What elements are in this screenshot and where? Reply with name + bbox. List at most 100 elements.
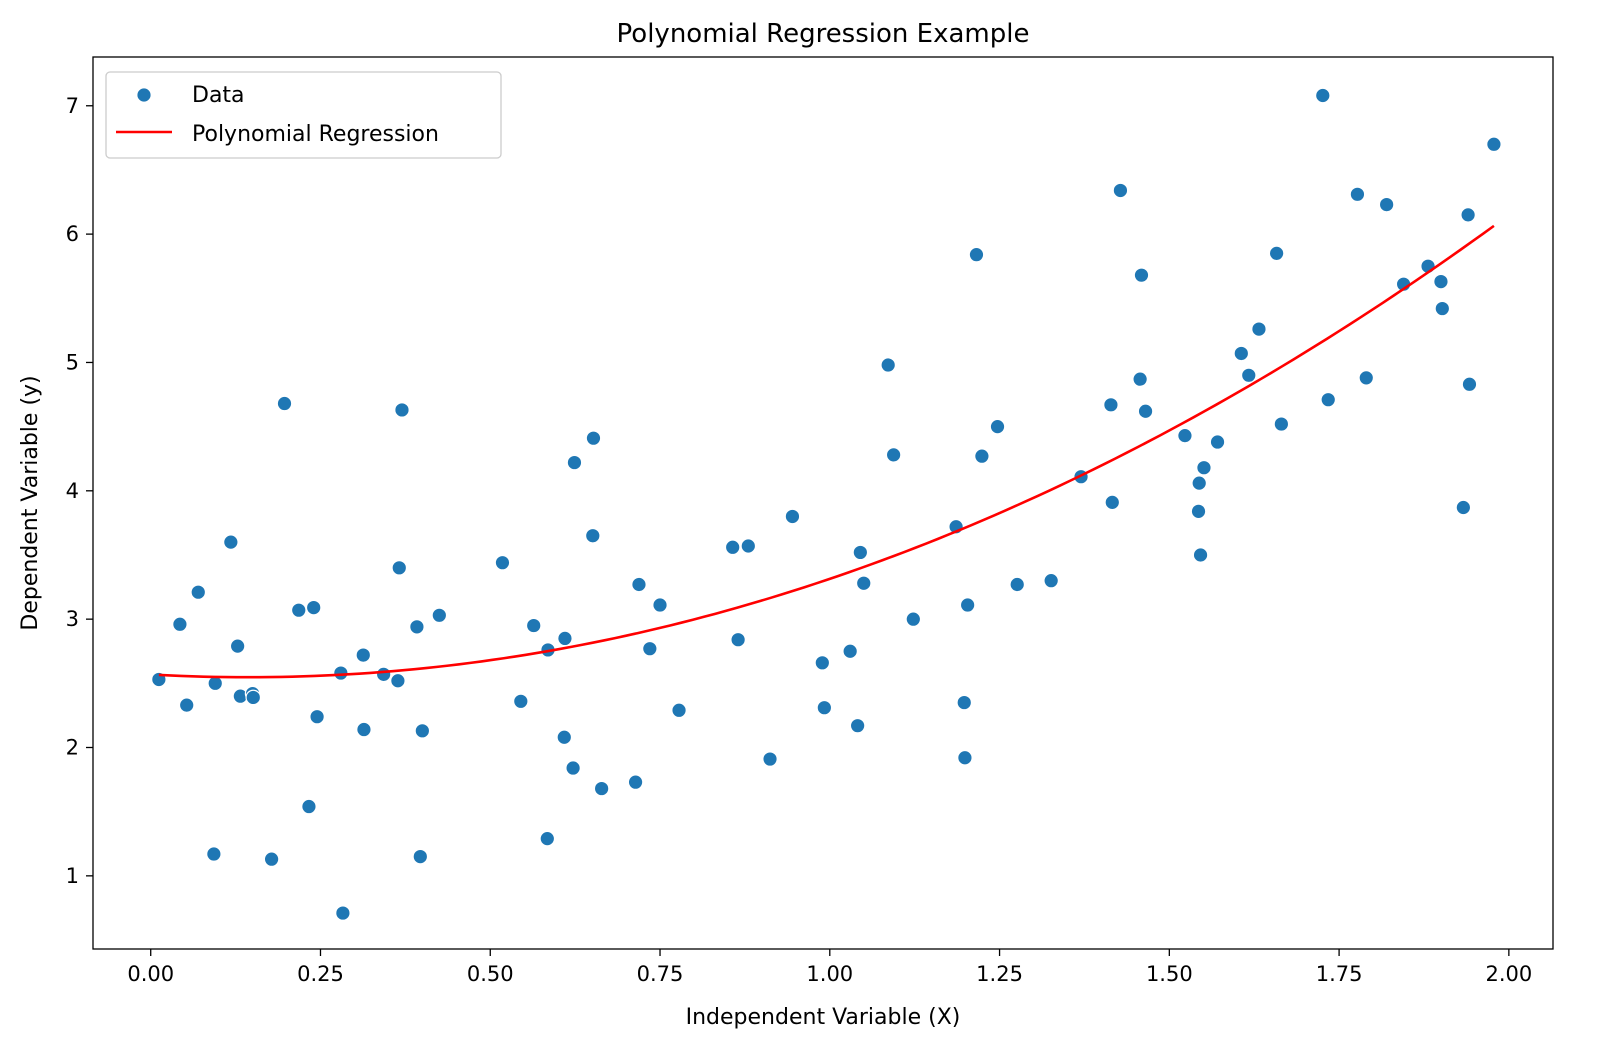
data-point: [1192, 547, 1209, 563]
data-point: [989, 418, 1006, 435]
y-tick-label: 6: [66, 222, 79, 246]
data-point: [1240, 367, 1257, 384]
data-point: [1137, 403, 1154, 420]
data-point: [1112, 182, 1129, 199]
data-point: [305, 599, 322, 616]
data-point: [1177, 427, 1193, 444]
data-point: [1190, 503, 1207, 520]
data-point: [1196, 459, 1212, 476]
data-point: [1268, 245, 1285, 262]
data-point: [276, 395, 293, 412]
data-point: [631, 576, 647, 593]
data-point: [1460, 207, 1476, 223]
data-point: [355, 647, 372, 663]
data-point: [391, 560, 408, 576]
data-point: [333, 665, 349, 681]
data-point: [178, 697, 195, 713]
data-point: [885, 447, 902, 463]
data-point: [1043, 572, 1059, 589]
data-point: [263, 851, 280, 867]
data-point: [1233, 345, 1250, 362]
legend-marker-data: [136, 87, 152, 103]
data-point: [513, 693, 529, 710]
y-tick-label: 3: [66, 607, 79, 631]
data-point: [557, 630, 573, 647]
data-point: [968, 246, 985, 263]
x-tick-label: 1.25: [976, 962, 1023, 986]
data-point: [390, 672, 406, 689]
data-point: [556, 729, 573, 746]
data-point: [1486, 136, 1502, 153]
axes-frame: [92, 56, 1554, 950]
data-point: [335, 905, 351, 921]
data-point: [814, 654, 831, 671]
legend: Data Polynomial Regression: [105, 71, 502, 159]
data-point: [849, 717, 866, 734]
data-point: [816, 699, 833, 716]
data-point: [412, 848, 429, 865]
legend-label-regression: Polynomial Regression: [192, 122, 439, 147]
data-point: [1133, 267, 1150, 283]
legend-box: [105, 71, 502, 159]
x-tick-label: 0.00: [127, 962, 174, 986]
data-point: [1455, 499, 1472, 516]
y-axis-title: Dependent Variable (y): [18, 375, 43, 630]
data-point: [206, 846, 222, 862]
data-point: [1104, 494, 1121, 511]
data-point: [309, 708, 325, 725]
data-point: [494, 554, 511, 571]
data-point: [842, 643, 858, 660]
x-tick-label: 1.00: [806, 962, 853, 986]
data-point: [1132, 371, 1148, 387]
y-tick-label: 1: [66, 864, 79, 888]
data-point: [1209, 434, 1226, 450]
data-point: [855, 575, 872, 592]
data-point: [1191, 475, 1208, 491]
data-point: [585, 430, 602, 446]
chart-title: Polynomial Regression Example: [617, 19, 1030, 49]
data-point: [223, 534, 239, 550]
data-point: [1009, 576, 1026, 593]
data-point: [671, 702, 687, 719]
data-point: [525, 617, 542, 634]
y-axis: 1 2 3 4 5 6 7: [66, 94, 93, 888]
data-point: [1433, 273, 1449, 290]
data-point: [539, 830, 556, 847]
data-point: [956, 694, 973, 711]
data-point: [190, 584, 207, 600]
data-point: [301, 798, 317, 815]
data-point: [652, 597, 668, 613]
data-point: [431, 607, 448, 624]
y-tick-label: 7: [66, 94, 79, 118]
plot-area: [151, 87, 1502, 921]
data-point: [1461, 376, 1478, 393]
data-point: [245, 689, 262, 706]
data-point: [290, 602, 307, 618]
data-point: [566, 454, 583, 471]
y-tick-label: 5: [66, 350, 79, 374]
data-point: [740, 538, 757, 554]
y-tick-label: 4: [66, 479, 79, 503]
data-point: [1251, 321, 1267, 337]
x-tick-label: 1.50: [1146, 962, 1193, 986]
data-point: [584, 527, 601, 544]
data-point: [394, 402, 410, 418]
data-point: [905, 611, 922, 627]
data-point: [627, 774, 644, 790]
data-point: [642, 640, 658, 657]
data-point: [1273, 416, 1290, 432]
data-point: [375, 666, 392, 683]
data-point: [784, 508, 801, 525]
x-tick-label: 0.50: [467, 962, 514, 986]
y-tick-label: 2: [66, 735, 79, 759]
data-point: [593, 780, 610, 797]
x-tick-label: 2.00: [1485, 962, 1532, 986]
x-tick-label: 0.25: [297, 962, 344, 986]
x-axis: 0.00 0.25 0.50 0.75 1.00 1.25 1.50 1.75 2.00: [127, 949, 1532, 986]
data-point: [1434, 300, 1451, 317]
data-point: [229, 638, 246, 654]
x-axis-title: Independent Variable (X): [686, 1005, 961, 1030]
data-point: [1103, 397, 1119, 413]
